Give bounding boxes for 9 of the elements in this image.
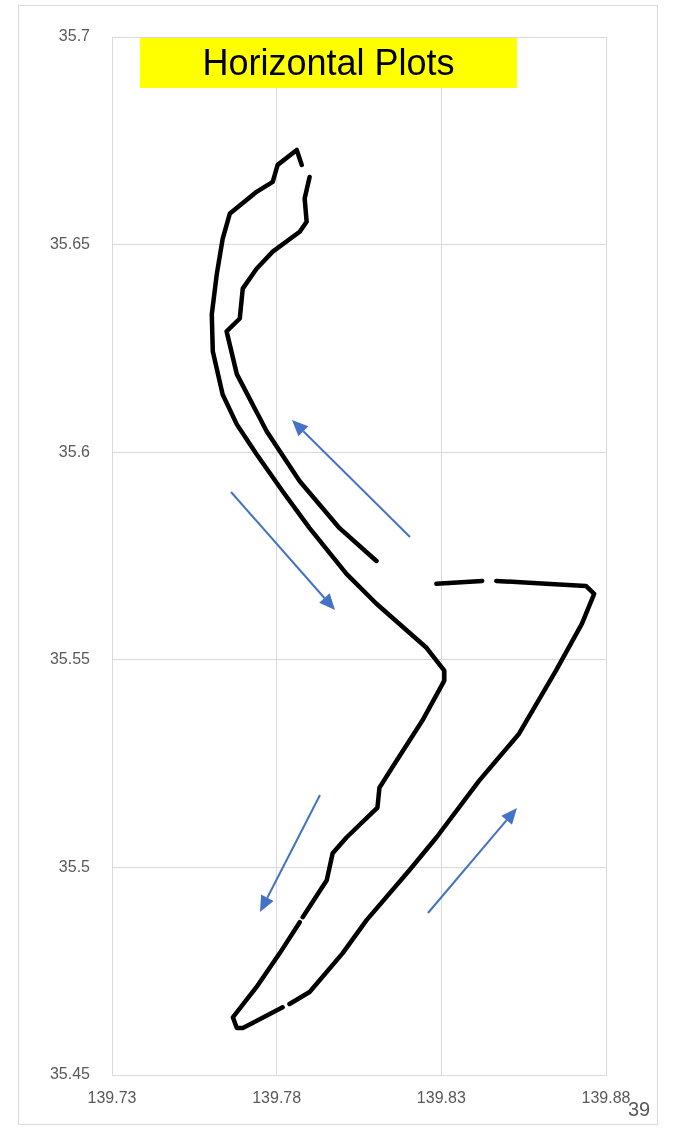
x-tick-label: 139.83 [416,1089,466,1107]
y-tick-label: 35.65 [49,235,91,253]
x-tick-label: 139.73 [87,1089,137,1107]
x-tick-label: 139.78 [252,1089,302,1107]
y-tick-label: 35.55 [49,650,91,668]
y-tick-label: 35.45 [49,1065,91,1083]
y-tick-label: 35.6 [58,442,91,460]
y-tick-label: 35.5 [58,857,91,875]
y-tick-label: 35.7 [58,27,91,45]
